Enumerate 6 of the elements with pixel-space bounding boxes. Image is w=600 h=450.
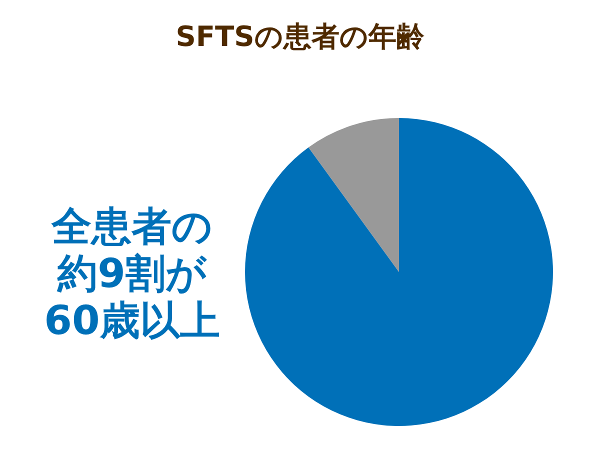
chart-title: SFTSの患者の年齢	[176, 20, 424, 53]
text: 約9割が	[56, 251, 208, 297]
pie-slice	[245, 118, 553, 426]
text: 60歳以上	[44, 298, 220, 344]
pie-slice	[308, 118, 399, 272]
text: 全患者の	[50, 204, 212, 250]
